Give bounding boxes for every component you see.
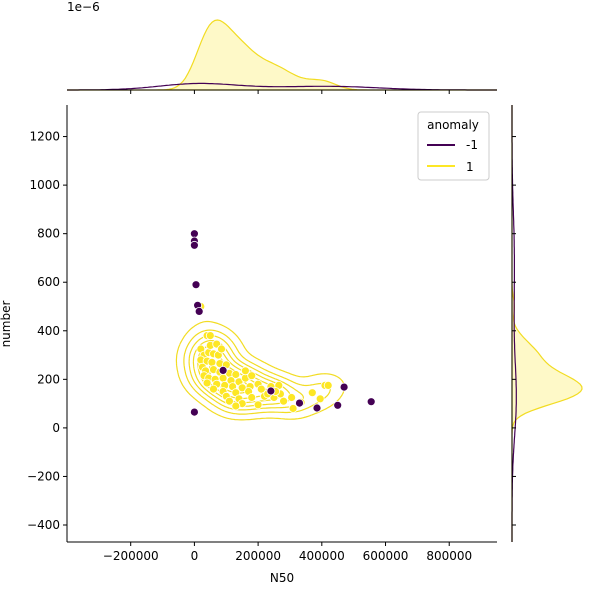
right-marginal-plot (511, 105, 583, 542)
top-marginal-ticks (130, 90, 450, 94)
top-marginal-plot: 1e−6 (67, 0, 497, 94)
scatter-point-anomaly-neg1 (295, 398, 304, 408)
scatter-point-anomaly-neg1 (189, 240, 199, 250)
scatter-point-anomaly-1 (202, 378, 212, 388)
scatter-point-anomaly-1 (247, 371, 257, 381)
scatter-point-anomaly-1 (315, 394, 325, 404)
y-tick-label: −200 (27, 469, 60, 483)
scatter-point-anomaly-neg1 (366, 397, 376, 407)
x-tick-label: 400000 (299, 549, 345, 563)
legend-title: anomaly (427, 118, 479, 132)
scatter-point-anomaly-1 (218, 373, 228, 383)
scatter-point-anomaly-neg1 (218, 365, 228, 375)
scatter-point-anomaly-1 (279, 396, 289, 406)
y-tick-label: −400 (27, 518, 60, 532)
scatter-point-anomaly-1 (205, 331, 215, 341)
scatter-point-anomaly-neg1 (312, 403, 322, 413)
scatter-point-anomaly-neg1 (191, 280, 201, 290)
scatter-point-anomaly-neg1 (194, 306, 204, 316)
scatter-point-anomaly-1 (240, 366, 250, 376)
legend-label-neg1: -1 (466, 138, 478, 152)
legend-label-1: 1 (466, 160, 474, 174)
scatter-point-anomaly-1 (217, 344, 226, 354)
scatter-point-anomaly-1 (307, 388, 317, 398)
y-axis-ticks: −400 −200 0 200 400 600 800 1000 1200 (27, 130, 67, 532)
x-tick-label: 600000 (363, 549, 409, 563)
right-marginal-kde-series-1 (511, 105, 583, 542)
top-marginal-offset-label: 1e−6 (67, 0, 100, 14)
scatter-point-anomaly-neg1 (339, 382, 349, 392)
y-tick-label: 1000 (29, 178, 60, 192)
y-tick-label: 600 (37, 275, 60, 289)
scatter-point-anomaly-neg1 (189, 407, 199, 417)
y-tick-label: 800 (37, 227, 60, 241)
kde-contour-level (175, 320, 345, 421)
x-tick-label: 200000 (235, 549, 281, 563)
scatter-point-anomaly-1 (288, 404, 298, 413)
x-tick-label: 800000 (426, 549, 472, 563)
scatter-point-anomaly-1 (253, 400, 263, 410)
x-tick-label: −200000 (103, 549, 159, 563)
scatter-point-anomaly-1 (323, 380, 333, 390)
scatter-points (189, 229, 376, 417)
scatter-point-anomaly-neg1 (189, 229, 199, 239)
scatter-point-anomaly-neg1 (333, 400, 343, 410)
y-tick-label: 400 (37, 324, 60, 338)
y-tick-label: 0 (52, 421, 60, 435)
x-axis-label: N50 (270, 571, 294, 585)
scatter-point-anomaly-1 (247, 393, 257, 402)
scatter-point-anomaly-1 (231, 401, 241, 411)
x-tick-label: 0 (191, 549, 199, 563)
legend: anomaly -1 1 (417, 111, 490, 181)
scatter-point-anomaly-1 (256, 384, 266, 394)
x-axis-ticks: −200000 0 200000 400000 600000 800000 (103, 542, 472, 563)
scatter-point-anomaly-1 (231, 370, 241, 379)
top-marginal-kde-series-1 (67, 19, 497, 91)
kde-contour-level (183, 329, 331, 415)
y-axis-label: number (0, 301, 13, 348)
right-marginal-ticks (512, 136, 516, 526)
scatter-point-anomaly-neg1 (266, 386, 276, 396)
y-tick-label: 200 (37, 372, 60, 386)
scatter-point-anomaly-1 (287, 393, 297, 402)
scatter-point-anomaly-1 (209, 384, 218, 394)
y-tick-label: 1200 (29, 130, 60, 144)
scatter-point-anomaly-1 (207, 357, 217, 367)
main-plot: −200000 0 200000 400000 600000 800000 −400 −20… (0, 105, 497, 585)
scatter-point-anomaly-1 (224, 396, 234, 406)
